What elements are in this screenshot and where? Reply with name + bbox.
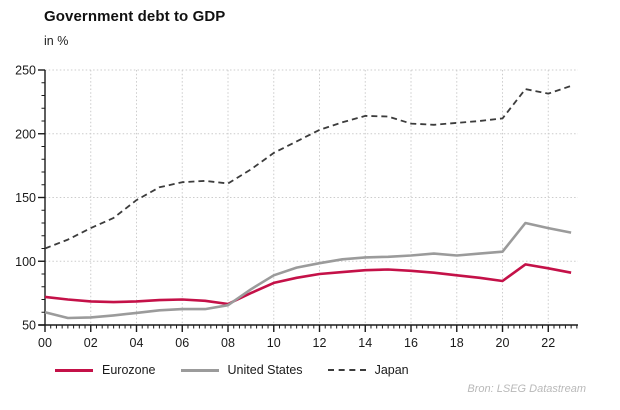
x-tick-label: 02 xyxy=(84,336,98,350)
y-tick-label: 50 xyxy=(22,319,36,333)
x-tick-label: 08 xyxy=(221,336,235,350)
x-tick-label: 20 xyxy=(496,336,510,350)
chart-title: Government debt to GDP xyxy=(44,8,226,25)
chart-unit-label: in % xyxy=(44,34,69,48)
x-tick-label: 14 xyxy=(358,336,372,350)
x-tick-label: 06 xyxy=(175,336,189,350)
x-tick-label: 10 xyxy=(267,336,281,350)
legend: Eurozone United States Japan xyxy=(55,361,409,379)
legend-item-eurozone: Eurozone xyxy=(55,361,156,379)
eurozone-line-swatch-icon xyxy=(55,368,93,372)
x-tick-label: 22 xyxy=(541,336,555,350)
x-tick-label: 00 xyxy=(38,336,52,350)
x-tick-label: 04 xyxy=(130,336,144,350)
x-tick-label: 18 xyxy=(450,336,464,350)
series-line-eurozone xyxy=(44,263,572,306)
legend-label-eurozone: Eurozone xyxy=(102,363,156,377)
y-tick-label: 250 xyxy=(15,64,36,78)
legend-label-united-states: United States xyxy=(227,363,303,377)
y-tick-label: 100 xyxy=(15,255,36,269)
source-credit: Bron: LSEG Datastream xyxy=(467,383,586,395)
y-tick-label: 150 xyxy=(15,191,36,205)
japan-line-swatch-icon xyxy=(327,369,366,371)
y-tick-label: 200 xyxy=(15,127,36,141)
x-tick-label: 12 xyxy=(313,336,327,350)
x-tick-label: 16 xyxy=(404,336,418,350)
series-line-japan xyxy=(44,85,572,250)
united-states-line-swatch-icon xyxy=(180,368,219,372)
legend-item-united-states: United States xyxy=(180,361,303,379)
legend-item-japan: Japan xyxy=(327,361,409,379)
legend-label-japan: Japan xyxy=(374,363,409,377)
series-line-united-states xyxy=(44,221,572,320)
